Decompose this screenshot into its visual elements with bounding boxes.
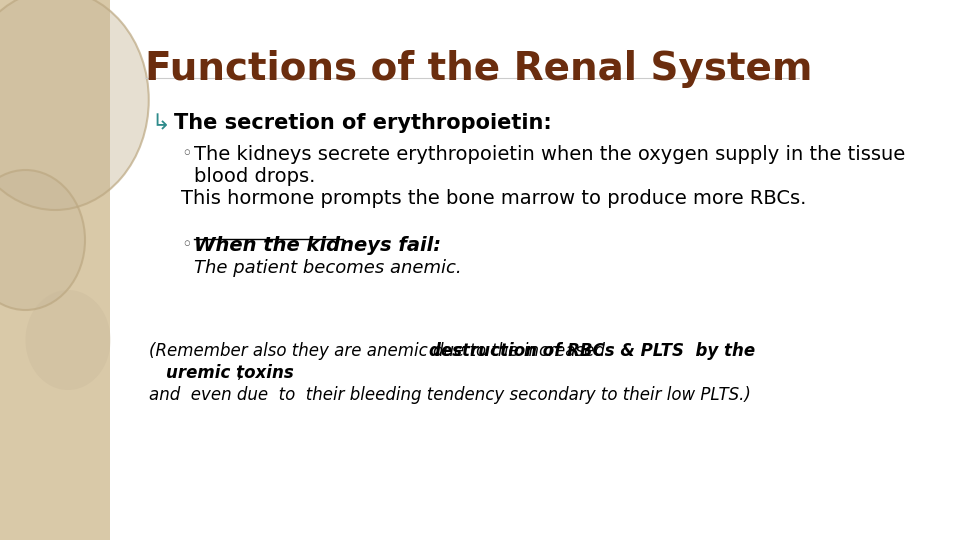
Text: Functions of the Renal System: Functions of the Renal System: [145, 50, 812, 88]
Text: ↳: ↳: [152, 113, 170, 133]
Text: ◦: ◦: [181, 145, 192, 163]
Circle shape: [26, 290, 110, 390]
Circle shape: [0, 170, 85, 310]
Text: destruction of RBCs & PLTS  by the: destruction of RBCs & PLTS by the: [429, 342, 756, 360]
Circle shape: [0, 0, 149, 210]
Text: The secretion of erythropoietin:: The secretion of erythropoietin:: [175, 113, 552, 133]
Text: The kidneys secrete erythropoietin when the oxygen supply in the tissue: The kidneys secrete erythropoietin when …: [194, 145, 905, 164]
Bar: [0, 0, 110, 540]
Text: The patient becomes anemic.: The patient becomes anemic.: [194, 259, 462, 277]
Text: This hormone prompts the bone marrow to produce more RBCs.: This hormone prompts the bone marrow to …: [181, 189, 806, 208]
Text: and  even due  to  their bleeding tendency secondary to their low PLTS.): and even due to their bleeding tendency …: [149, 386, 751, 404]
Text: When the kidneys fail:: When the kidneys fail:: [194, 236, 441, 255]
Text: blood drops.: blood drops.: [194, 167, 315, 186]
Text: (Remember also they are anemic due to the increased: (Remember also they are anemic due to th…: [149, 342, 610, 360]
Text: ,: ,: [238, 364, 243, 382]
Text: ◦: ◦: [181, 236, 192, 254]
Text: uremic toxins: uremic toxins: [166, 364, 294, 382]
